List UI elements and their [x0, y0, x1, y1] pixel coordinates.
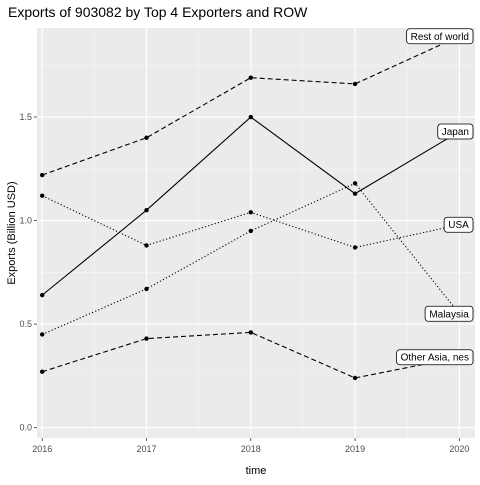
data-point-usa — [40, 193, 45, 198]
series-labels: Rest of world Japan USA Malaysia Other Asia,… — [396, 28, 474, 366]
x-tick-label: 2019 — [345, 444, 365, 454]
y-tick-label: 0.0 — [19, 423, 32, 433]
data-point-other-asia-nes — [40, 369, 45, 374]
minor-gridlines — [37, 28, 475, 438]
data-point-rest-of-world — [248, 75, 253, 80]
data-point-rest-of-world — [144, 135, 149, 140]
x-tick-label: 2018 — [241, 444, 261, 454]
y-tick-label: 1.5 — [19, 112, 32, 122]
series-label-box-usa — [443, 216, 474, 233]
y-axis: 0.0 0.5 1.0 1.5 — [19, 112, 37, 433]
series-label-rest-of-world: Rest of world — [406, 28, 474, 45]
series-line-other-asia-nes — [42, 331, 460, 379]
data-point-malaysia — [144, 286, 149, 292]
data-point-malaysia — [40, 332, 45, 337]
series-label-usa: USA — [443, 216, 474, 233]
data-point-other-asia-nes — [144, 336, 149, 341]
series-points — [40, 75, 358, 381]
data-point-usa — [352, 245, 358, 250]
x-tick-label: 2017 — [136, 444, 156, 454]
y-tick-label: 0.5 — [19, 319, 32, 329]
data-point-other-asia-nes — [248, 330, 253, 335]
data-point-rest-of-world — [352, 81, 358, 87]
data-point-japan — [248, 114, 253, 120]
y-axis-label: Exports (Billion USD) — [6, 181, 18, 284]
data-point-malaysia — [248, 228, 253, 234]
series-label-text-japan: Japan — [442, 127, 469, 138]
data-point-usa — [144, 243, 149, 248]
series-label-japan: Japan — [437, 123, 474, 140]
series-line-rest-of-world — [42, 35, 460, 176]
series-label-text-other-asia-nes: Other Asia, nes — [401, 353, 469, 364]
data-point-usa — [248, 210, 253, 215]
data-point-other-asia-nes — [352, 375, 358, 381]
major-gridlines — [37, 28, 475, 438]
series-label-text-usa: USA — [448, 220, 469, 231]
data-point-japan — [40, 292, 45, 298]
x-tick-label: 2016 — [32, 444, 52, 454]
series-label-box-japan — [437, 123, 474, 140]
x-axis-label: time — [246, 465, 267, 477]
series-label-malaysia: Malaysia — [424, 305, 474, 322]
series-label-box-other-asia-nes — [396, 349, 474, 366]
series-label-box-malaysia — [424, 305, 474, 322]
series-label-text-rest-of-world: Rest of world — [411, 32, 469, 43]
x-tick-label: 2020 — [449, 444, 469, 454]
data-point-malaysia — [352, 181, 358, 186]
series-label-other-asia-nes: Other Asia, nes — [396, 349, 474, 366]
y-tick-label: 1.0 — [19, 216, 32, 226]
series-label-box-rest-of-world — [406, 28, 474, 45]
plot-panel — [37, 28, 475, 438]
chart-title: Exports of 903082 by Top 4 Exporters and… — [8, 4, 308, 20]
data-point-japan — [144, 208, 149, 213]
data-point-rest-of-world — [40, 172, 45, 178]
data-point-japan — [352, 191, 358, 196]
series-line-malaysia — [41, 182, 460, 335]
x-axis: 2016 2017 2018 2019 2020 — [32, 438, 469, 454]
series-label-text-malaysia: Malaysia — [429, 309, 469, 320]
